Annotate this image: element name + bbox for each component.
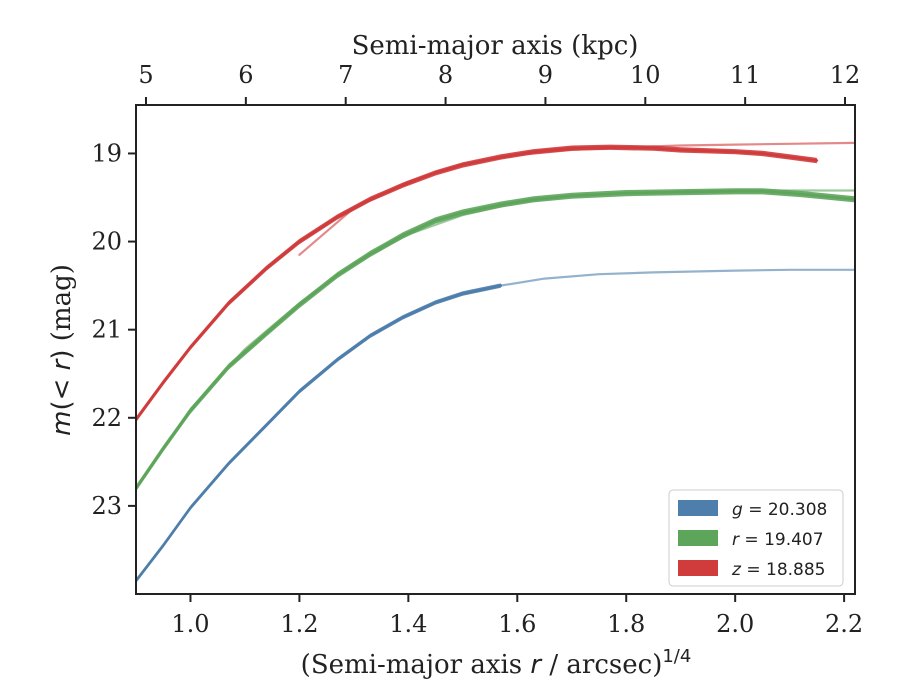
series-z-line bbox=[136, 146, 819, 421]
top-tick-label: 12 bbox=[830, 61, 861, 89]
legend-swatch-g bbox=[678, 500, 718, 516]
top-tick-label: 10 bbox=[630, 61, 661, 89]
legend-value-r: 19.407 bbox=[764, 530, 823, 550]
legend-swatch-z bbox=[678, 560, 718, 576]
legend-var-z: z bbox=[731, 560, 742, 580]
top-tick-label: 11 bbox=[730, 61, 761, 89]
series-z-band bbox=[136, 144, 817, 423]
y-axis-title-m: m bbox=[47, 411, 77, 436]
x-axis-title: (Semi-major axis r / arcsec)1/4 bbox=[301, 646, 692, 680]
legend: g = 20.308 r = 19.407 z = 18.885 bbox=[668, 489, 844, 587]
y-tick-label: 20 bbox=[91, 228, 122, 256]
legend-label-z: z = 18.885 bbox=[731, 560, 825, 580]
y-tick-label: 19 bbox=[91, 139, 122, 167]
x-tick-label: 1.6 bbox=[498, 610, 536, 638]
x-axis-title-var: r bbox=[530, 650, 543, 680]
x-axis-title-unit: / arcsec) bbox=[541, 650, 662, 680]
legend-item-g: g = 20.308 bbox=[678, 500, 827, 520]
legend-value-z: 18.885 bbox=[766, 560, 825, 580]
x-tick-label: 1.4 bbox=[389, 610, 427, 638]
y-tick-label: 21 bbox=[91, 316, 122, 344]
x-axis-title-main: (Semi-major axis bbox=[301, 650, 531, 680]
series-z bbox=[136, 141, 855, 423]
series-r-extrapolation bbox=[136, 189, 855, 490]
series-g-band bbox=[136, 283, 501, 583]
legend-eq-z: = bbox=[741, 560, 766, 580]
top-tick-label: 8 bbox=[438, 61, 453, 89]
series-z-extrapolation bbox=[298, 141, 855, 256]
series-r bbox=[136, 188, 855, 492]
series-r-line bbox=[136, 190, 855, 490]
series-g bbox=[136, 268, 855, 583]
top-tick-label: 7 bbox=[338, 61, 353, 89]
series-g-extrapolation bbox=[499, 268, 855, 287]
x-tick-label: 2.0 bbox=[716, 610, 754, 638]
x-axis-title-exponent: 1/4 bbox=[662, 646, 691, 667]
y-axis-title-close: ) bbox=[47, 349, 77, 359]
top-tick-label: 6 bbox=[238, 61, 253, 89]
plot-frame bbox=[135, 104, 856, 595]
legend-item-r: r = 19.407 bbox=[678, 530, 824, 550]
top-tick-label: 5 bbox=[138, 61, 153, 89]
top-tick-label: 9 bbox=[538, 61, 553, 89]
x-tick-label: 2.2 bbox=[825, 610, 863, 638]
x-tick-label: 1.8 bbox=[607, 610, 645, 638]
y-axis-title-open: ( bbox=[47, 400, 77, 410]
legend-item-z: z = 18.885 bbox=[678, 560, 825, 580]
top-axis-title: Semi-major axis (kpc) bbox=[352, 31, 639, 61]
y-axis-title-cond: < r bbox=[47, 357, 77, 400]
legend-var-g: g bbox=[732, 500, 743, 520]
y-axis-title-unit: (mag) bbox=[47, 264, 77, 349]
x-tick-label: 1.0 bbox=[171, 610, 209, 638]
legend-swatch-r bbox=[678, 530, 718, 546]
series-layer bbox=[136, 141, 855, 583]
legend-value-g: 20.308 bbox=[768, 500, 827, 520]
y-axis-title: m(< r) (mag) bbox=[47, 264, 77, 436]
legend-label-r: r = 19.407 bbox=[732, 530, 824, 550]
legend-label-g: g = 20.308 bbox=[732, 500, 827, 520]
legend-var-r: r bbox=[732, 530, 740, 550]
legend-eq-g: = bbox=[743, 500, 768, 520]
y-tick-label: 22 bbox=[91, 404, 122, 432]
series-g-line bbox=[136, 284, 503, 583]
ticks-layer: 1.0 1.2 1.4 1.6 1.8 2.0 2.2 19 20 21 22 23 5 6 7 8 9 10 11… bbox=[91, 61, 863, 638]
x-tick-label: 1.2 bbox=[280, 610, 318, 638]
y-tick-label: 23 bbox=[91, 492, 122, 520]
legend-eq-r: = bbox=[739, 530, 764, 550]
